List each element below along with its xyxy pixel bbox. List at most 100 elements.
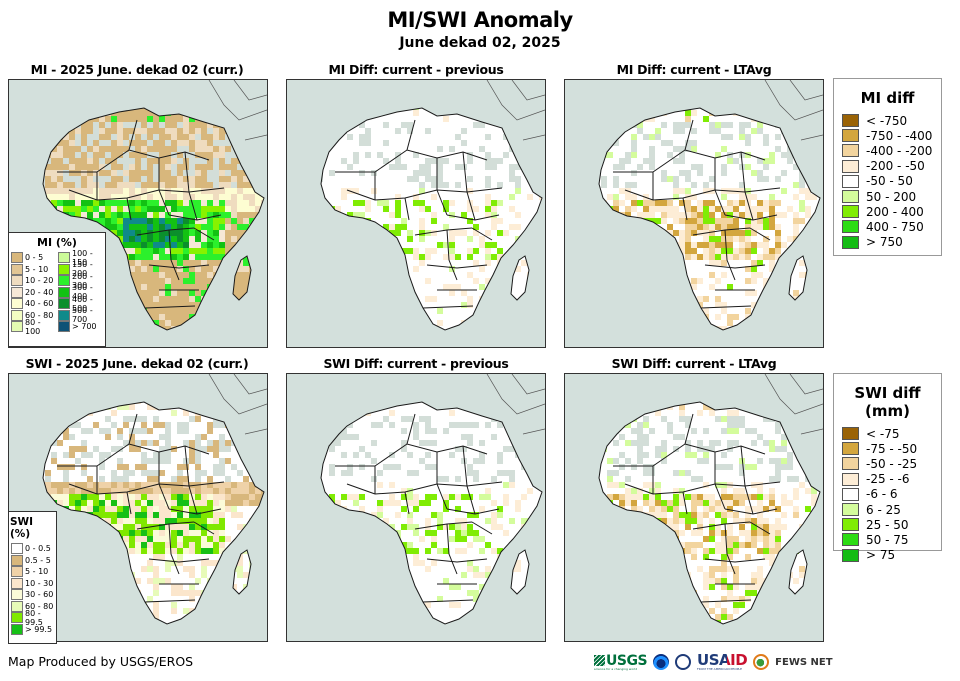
- country-border: [168, 214, 222, 221]
- legend-swatch: [842, 472, 859, 486]
- legend-item: 60 - 80: [11, 309, 58, 322]
- map-panel-mi-diff-prev[interactable]: [286, 79, 546, 348]
- legend-swatch: [842, 457, 859, 471]
- country-border: [193, 521, 215, 535]
- country-border: [704, 264, 766, 269]
- country-border: [624, 189, 654, 201]
- country-border: [422, 305, 474, 309]
- raster-layer: [321, 402, 542, 624]
- mi-diff-legend-title: MI diff: [860, 89, 915, 107]
- legend-label: -400 - -200: [866, 143, 933, 158]
- country-border: [471, 521, 493, 535]
- legend-item: 50 - 200: [842, 189, 941, 204]
- country-border: [446, 523, 458, 575]
- legend-label: 80 - 100: [25, 317, 41, 336]
- country-border: [682, 197, 688, 221]
- country-border: [446, 229, 458, 281]
- country-border: [406, 413, 416, 445]
- legend-item: < -750: [842, 113, 941, 128]
- legend-swatch: [842, 518, 859, 532]
- legend-label: -750 - -400: [866, 128, 933, 143]
- legend-item: 80 - 100: [11, 317, 58, 336]
- legend-swatch: [842, 190, 859, 204]
- raster-layer: [43, 402, 264, 624]
- legend-label: > 750: [866, 235, 903, 250]
- usaid-logo: USAID FROM THE AMERICAN PEOPLE: [697, 651, 748, 671]
- country-border: [128, 119, 138, 151]
- coastline: [598, 107, 821, 331]
- legend-swatch: [842, 442, 859, 456]
- legend-swatch: [11, 309, 23, 321]
- country-border: [764, 80, 823, 141]
- legend-item: 100 - 150: [58, 249, 105, 267]
- legend-label: 40 - 60: [25, 299, 54, 309]
- legend-swatch: [58, 298, 70, 310]
- legend-item: -400 - -200: [842, 143, 941, 158]
- map-panel-mi-diff-lta[interactable]: [564, 79, 824, 348]
- legend-item: 400 - 750: [842, 219, 941, 234]
- coastline: [598, 401, 821, 625]
- country-border: [684, 119, 694, 151]
- mi-legend-title: MI (%): [37, 236, 77, 249]
- country-border: [188, 485, 198, 515]
- country-border: [346, 483, 376, 495]
- legend-swatch: [842, 235, 859, 249]
- legend-swatch: [11, 623, 23, 635]
- legend-swatch: [58, 275, 70, 287]
- legend-item: -50 - -25: [842, 456, 941, 471]
- legend-label: -200 - -50: [866, 159, 925, 174]
- legend-swatch: [11, 286, 23, 298]
- country-border: [168, 229, 180, 281]
- raster-layer: [321, 108, 542, 330]
- legend-swatch: [58, 252, 70, 264]
- country-border: [684, 413, 694, 445]
- country-border: [700, 599, 752, 603]
- legend-label: 300 - 400: [72, 283, 93, 302]
- legend-swatch: [842, 159, 859, 173]
- legend-label: > 99.5: [25, 624, 53, 634]
- legend-item: 5 - 10: [11, 263, 58, 276]
- legend-swatch: [58, 321, 70, 333]
- legend-swatch: [58, 309, 70, 321]
- country-border: [724, 523, 736, 575]
- country-border: [744, 191, 754, 221]
- legend-item: 5 - 10: [11, 566, 56, 578]
- map-panel-mi-current[interactable]: [8, 79, 268, 348]
- legend-swatch: [11, 554, 23, 566]
- country-border: [158, 189, 170, 216]
- legend-label: 0.5 - 5: [25, 555, 51, 565]
- legend-item: -50 - 50: [842, 174, 941, 189]
- country-border: [184, 445, 190, 487]
- country-border: [704, 558, 766, 563]
- country-border: [446, 214, 500, 221]
- country-border: [148, 558, 210, 563]
- legend-item: -25 - -6: [842, 472, 941, 487]
- legend-label: 60 - 80: [25, 601, 54, 611]
- country-border: [188, 191, 198, 221]
- country-border: [724, 229, 736, 281]
- legend-swatch: [842, 487, 859, 501]
- coastline: [320, 401, 543, 625]
- country-border: [128, 413, 138, 445]
- country-border: [436, 483, 448, 510]
- legend-item: > 99.5: [11, 623, 56, 636]
- legend-label: 20 - 40: [25, 287, 54, 297]
- country-border: [126, 197, 132, 221]
- map-panel-swi-diff-prev[interactable]: [286, 373, 546, 642]
- legend-item: 25 - 50: [842, 517, 941, 532]
- legend-swatch: [11, 275, 23, 287]
- legend-label: 200 - 300: [72, 271, 93, 290]
- country-border: [68, 483, 98, 495]
- swi-diff-legend-title: SWI diff (mm): [854, 384, 921, 420]
- country-border: [404, 197, 410, 221]
- coastline: [510, 549, 530, 595]
- legend-swatch: [11, 252, 23, 264]
- panel-title-mi-diff-lta: MI Diff: current - LTAvg: [616, 62, 772, 77]
- map-panel-swi-diff-lta[interactable]: [564, 373, 824, 642]
- panel-title-swi-diff-lta: SWI Diff: current - LTAvg: [611, 356, 777, 371]
- country-border: [724, 508, 778, 515]
- legend-item: 0 - 0.5: [11, 543, 56, 555]
- legend-item: < -75: [842, 426, 941, 441]
- coastline: [788, 255, 808, 301]
